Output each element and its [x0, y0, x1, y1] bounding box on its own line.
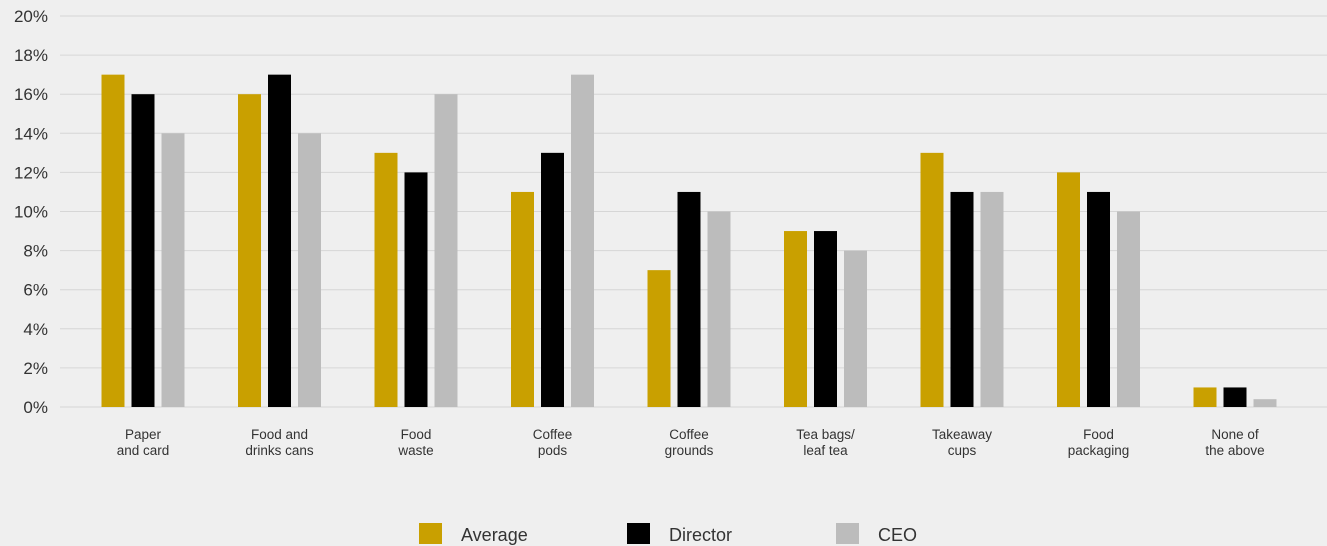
- y-tick-label: 4%: [23, 320, 48, 339]
- bar-average: [511, 191, 534, 407]
- legend-swatch-average: [419, 523, 442, 544]
- bar-average: [238, 94, 261, 407]
- bar-ceo: [434, 94, 458, 407]
- legend-swatch-director: [627, 523, 650, 544]
- bar-average: [1193, 387, 1217, 407]
- legend-swatch-ceo: [836, 523, 859, 544]
- bar-ceo: [1117, 211, 1140, 407]
- bar-average: [920, 152, 944, 407]
- bar-ceo: [844, 250, 867, 407]
- bar-ceo: [980, 191, 1004, 407]
- y-tick-label: 18%: [14, 46, 48, 65]
- bar-director: [677, 191, 701, 407]
- y-tick-label: 20%: [14, 7, 48, 26]
- x-category-label: None of the above: [1205, 427, 1264, 458]
- y-tick-label: 2%: [23, 359, 48, 378]
- bar-average: [1057, 172, 1080, 407]
- x-category-label: Food waste: [397, 427, 433, 458]
- bar-director: [404, 172, 428, 407]
- y-tick-label: 14%: [14, 124, 48, 143]
- bar-average: [784, 231, 807, 407]
- bar-ceo: [161, 133, 185, 408]
- x-axis-labels: Paper and card Food and drinks cans Food wast…: [117, 427, 1265, 458]
- legend-label-director: Director: [669, 525, 732, 545]
- x-category-label: Coffee pods: [533, 427, 573, 458]
- y-tick-label: 10%: [14, 203, 48, 222]
- bar-director: [1087, 191, 1110, 407]
- x-category-label: Food and drinks cans: [245, 427, 314, 458]
- bar-ceo: [707, 211, 731, 407]
- bar-director: [268, 74, 291, 408]
- y-tick-label: 12%: [14, 163, 48, 182]
- x-category-label: Takeaway cups: [932, 427, 992, 458]
- legend-label-ceo: CEO: [878, 525, 917, 545]
- y-tick-label: 6%: [23, 281, 48, 300]
- legend: Average Director CEO: [419, 523, 917, 545]
- bar-ceo: [298, 133, 321, 408]
- y-axis-labels: 0% 2% 4% 6% 8% 10% 12% 14% 16% 18% 20%: [14, 7, 48, 417]
- bar-ceo: [1253, 399, 1277, 407]
- bar-average: [101, 74, 125, 408]
- y-tick-label: 0%: [23, 398, 48, 417]
- x-category-label: Paper and card: [117, 427, 170, 458]
- x-category-label: Coffee grounds: [665, 427, 714, 458]
- y-tick-label: 16%: [14, 85, 48, 104]
- bar-director: [1223, 387, 1247, 407]
- bars: [101, 74, 1277, 408]
- bar-average: [647, 270, 671, 407]
- bar-director: [541, 152, 564, 407]
- bar-director: [950, 191, 974, 407]
- bar-ceo: [571, 74, 594, 408]
- y-tick-label: 8%: [23, 242, 48, 261]
- bar-director: [814, 231, 837, 407]
- bar-director: [131, 94, 155, 407]
- x-category-label: Food packaging: [1068, 427, 1130, 458]
- x-category-label: Tea bags/leaf tea: [796, 427, 855, 458]
- bar-average: [374, 152, 398, 407]
- legend-label-average: Average: [461, 525, 528, 545]
